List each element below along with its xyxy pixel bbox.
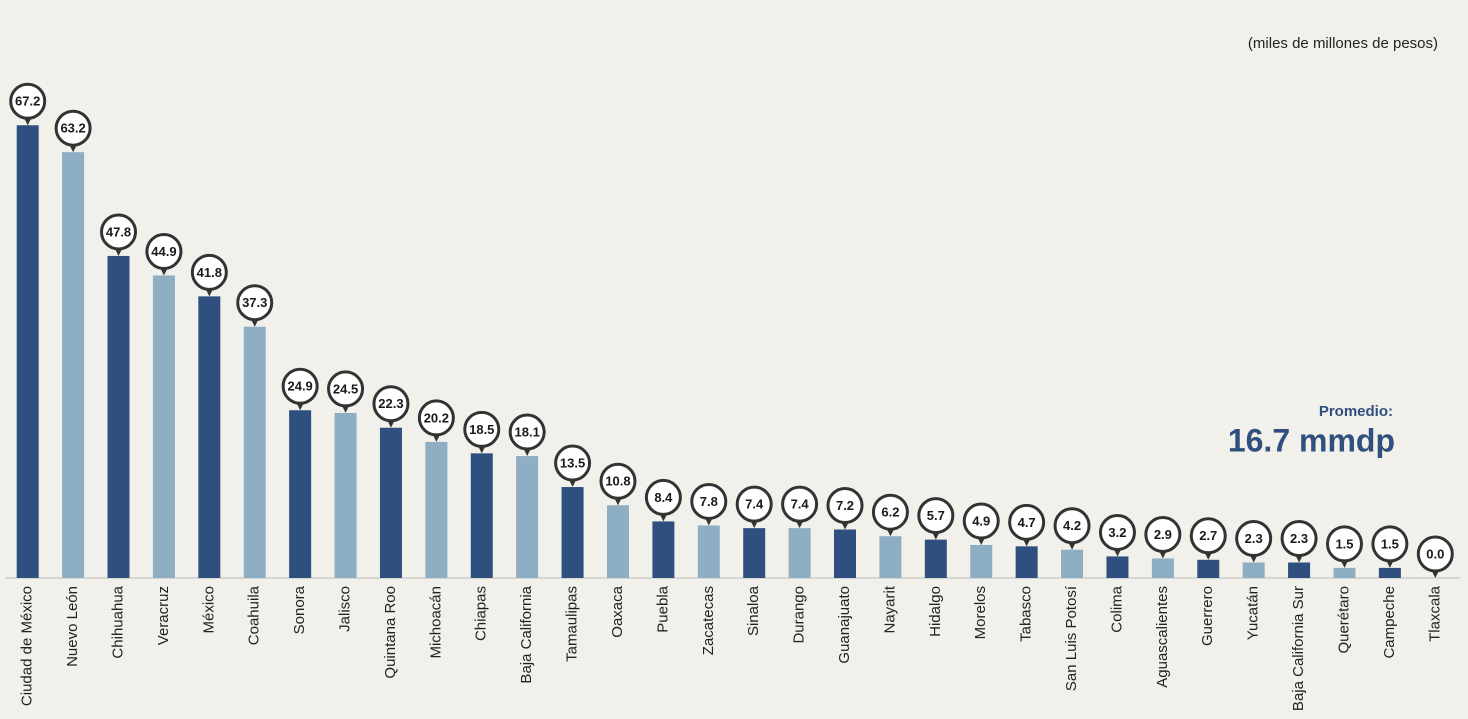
value-label: 8.4: [654, 490, 673, 505]
bar: [62, 152, 84, 578]
value-label: 24.9: [287, 379, 312, 394]
x-tick-label: México: [200, 586, 217, 634]
bar: [925, 540, 947, 578]
bar: [198, 296, 220, 578]
x-tick-label: Nayarit: [881, 585, 898, 633]
bar: [652, 521, 674, 578]
x-tick-label: Coahuila: [246, 585, 263, 645]
x-tick-label: Sinaloa: [745, 585, 762, 636]
bar: [1288, 563, 1310, 578]
bar: [1152, 558, 1174, 578]
value-label: 18.5: [469, 422, 494, 437]
value-label: 13.5: [560, 455, 585, 470]
bar: [335, 413, 357, 578]
x-tick-label: Baja California Sur: [1290, 586, 1307, 711]
x-tick-label: Tlaxcala: [1426, 585, 1443, 642]
bar: [1061, 550, 1083, 578]
x-tick-label: Ciudad de México: [19, 586, 36, 706]
bar: [1333, 568, 1355, 578]
chart: (miles de millones de pesos) Promedio: 1…: [0, 0, 1468, 719]
value-label: 2.9: [1154, 527, 1172, 542]
value-label: 10.8: [605, 474, 630, 489]
value-label: 6.2: [881, 505, 899, 520]
value-label: 20.2: [424, 410, 449, 425]
x-tick-label: Tamaulipas: [564, 586, 581, 662]
bar: [244, 327, 266, 578]
bar: [1379, 568, 1401, 578]
unit-note: (miles de millones de pesos): [1248, 35, 1438, 52]
value-label: 4.7: [1018, 515, 1036, 530]
x-tick-label: Nuevo León: [64, 586, 81, 667]
x-tick-label: Veracruz: [155, 586, 172, 645]
value-label: 0.0: [1426, 546, 1444, 561]
value-label: 2.3: [1290, 531, 1308, 546]
bar: [834, 529, 856, 578]
value-label: 4.9: [972, 513, 990, 528]
bar: [380, 428, 402, 578]
value-label: 3.2: [1108, 525, 1126, 540]
x-tick-label: San Luis Potosí: [1063, 585, 1080, 691]
bar: [879, 536, 901, 578]
x-tick-label: Chihuahua: [109, 585, 126, 658]
average-label: Promedio:: [1319, 403, 1393, 420]
bar: [108, 256, 130, 578]
x-tick-label: Guanajuato: [836, 586, 853, 664]
value-label: 7.2: [836, 498, 854, 513]
bar: [607, 505, 629, 578]
x-tick-label: Baja California: [518, 585, 535, 683]
x-tick-label: Yucatán: [1245, 586, 1262, 640]
x-tick-label: Jalisco: [337, 586, 354, 632]
bar: [1197, 560, 1219, 578]
value-label: 44.9: [151, 244, 176, 259]
x-tick-label: Morelos: [972, 586, 989, 639]
bar: [425, 442, 447, 578]
bar: [698, 525, 720, 578]
bar: [17, 125, 39, 578]
x-tick-label: Hidalgo: [927, 586, 944, 637]
x-tick-label: Colima: [1108, 585, 1125, 632]
bar: [562, 487, 584, 578]
x-tick-label: Querétaro: [1335, 586, 1352, 654]
value-label: 1.5: [1381, 536, 1399, 551]
x-tick-label: Michoacán: [427, 586, 444, 659]
x-tick-label: Zacatecas: [700, 586, 717, 655]
value-label: 4.2: [1063, 518, 1081, 533]
x-tick-label: Aguascalientes: [1154, 586, 1171, 688]
x-tick-label: Puebla: [654, 585, 671, 632]
bar: [970, 545, 992, 578]
bar: [516, 456, 538, 578]
value-label: 24.5: [333, 381, 358, 396]
bar: [289, 410, 311, 578]
x-tick-label: Durango: [791, 586, 808, 644]
x-tick-label: Campeche: [1381, 586, 1398, 659]
value-label: 1.5: [1335, 536, 1353, 551]
value-label: 67.2: [15, 94, 40, 109]
value-label: 2.3: [1245, 531, 1263, 546]
value-label: 47.8: [106, 224, 131, 239]
bar: [789, 528, 811, 578]
x-tick-label: Oaxaca: [609, 585, 626, 637]
x-tick-label: Quintana Roo: [382, 586, 399, 679]
bar: [153, 275, 175, 578]
value-label: 37.3: [242, 295, 267, 310]
bar: [743, 528, 765, 578]
x-tick-label: Guerrero: [1199, 586, 1216, 646]
value-label: 18.1: [515, 424, 540, 439]
average-value: 16.7 mmdp: [1228, 422, 1395, 458]
x-tick-label: Chiapas: [473, 586, 490, 641]
value-label: 22.3: [378, 396, 403, 411]
value-label: 41.8: [197, 265, 222, 280]
value-label: 63.2: [60, 121, 85, 136]
value-label: 5.7: [927, 508, 945, 523]
value-label: 2.7: [1199, 528, 1217, 543]
value-label: 7.4: [745, 497, 764, 512]
x-tick-label: Sonora: [291, 585, 308, 634]
x-tick-label: Tabasco: [1018, 586, 1035, 642]
value-label: 7.4: [791, 497, 810, 512]
bar: [1243, 563, 1265, 578]
value-label: 7.8: [700, 494, 718, 509]
bar: [1106, 556, 1128, 578]
bar: [471, 453, 493, 578]
bar: [1016, 546, 1038, 578]
